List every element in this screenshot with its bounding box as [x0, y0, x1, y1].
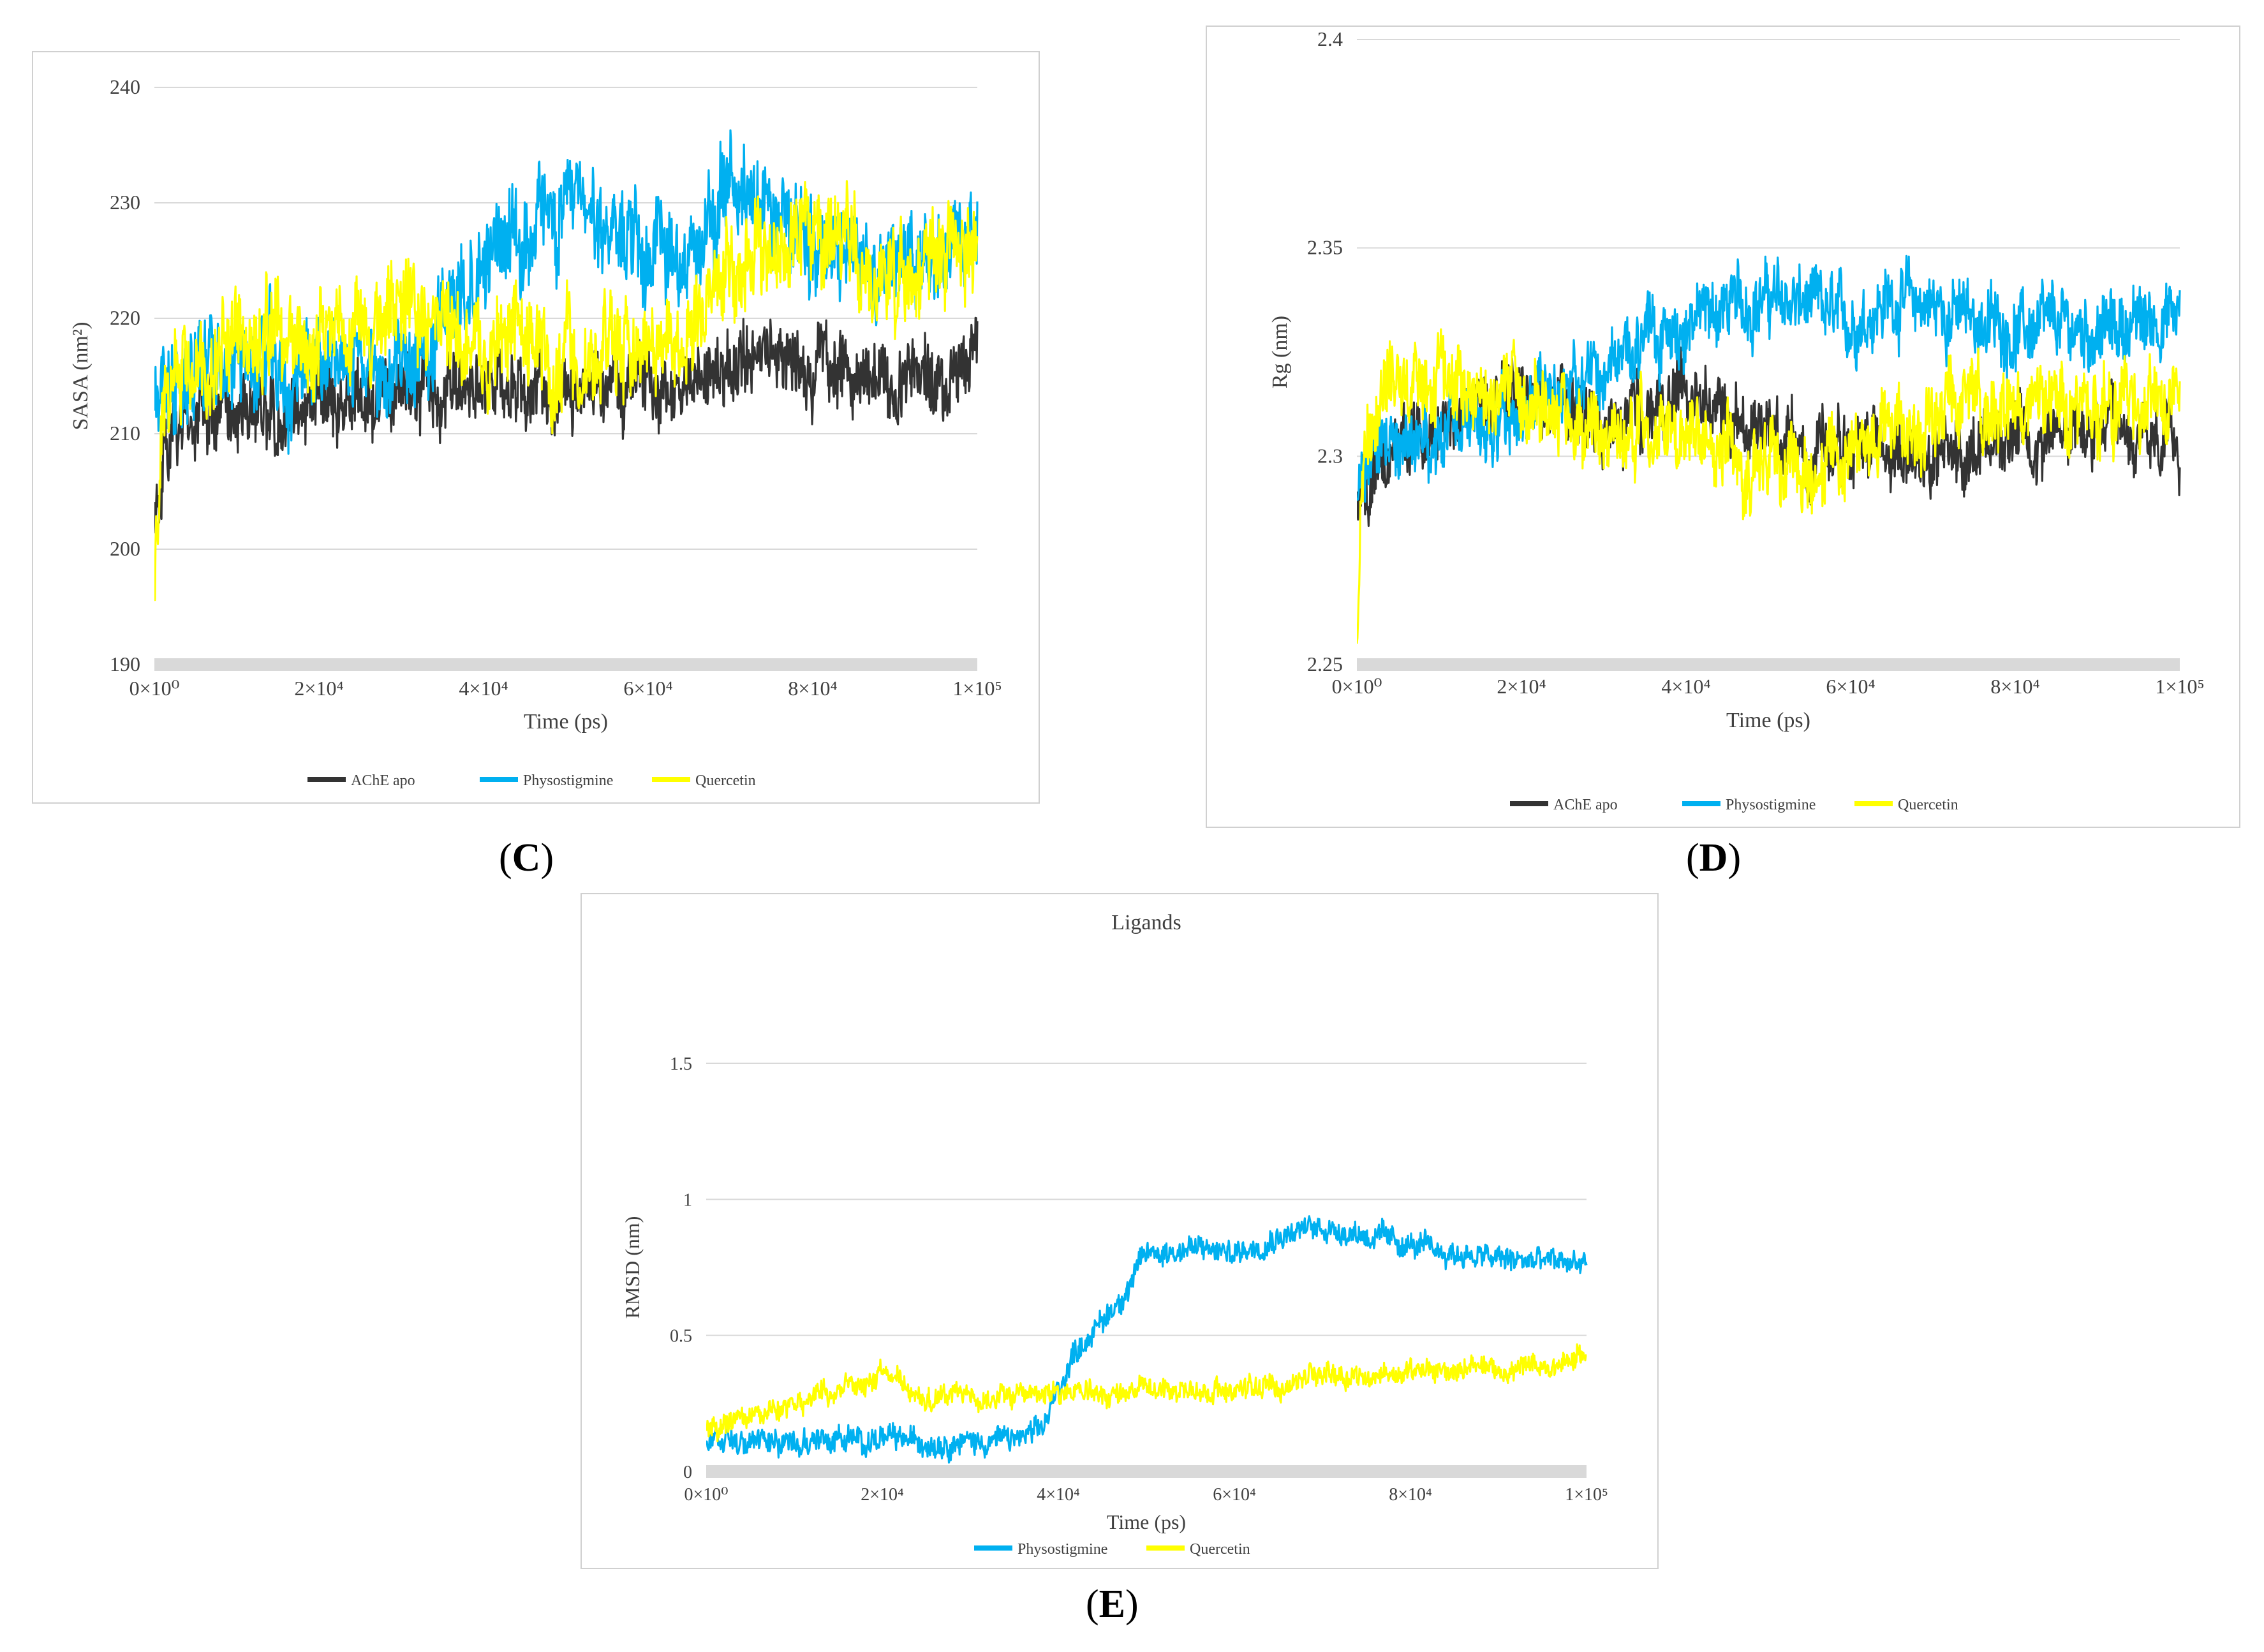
x-tick-label: 4×10⁴: [1037, 1485, 1080, 1505]
chart-panel-c: 190 200 210 220 230 240 0×10⁰ 2×10⁴ 4×10⁴ 6×10⁴ 8×…: [32, 51, 1040, 804]
sasa-chart: 190 200 210 220 230 240 0×10⁰ 2×10⁴ 4×10⁴ 6×10⁴ 8×…: [69, 75, 1002, 789]
y-tick-label: 220: [110, 306, 140, 329]
y-tick-label: 2.3: [1317, 444, 1343, 467]
legend-label: Physostigmine: [1726, 797, 1816, 813]
legend-label: Physostigmine: [523, 772, 613, 789]
chart-panel-e: Ligands 0 0.5 1 1.5 0×10⁰ 2×10⁴ 4×10⁴ 6×10⁴ 8×10⁴…: [581, 893, 1659, 1569]
y-axis-label: SASA (nm²): [69, 322, 92, 431]
x-axis-label: Time (ps): [1726, 709, 1810, 732]
x-axis-label: Time (ps): [1107, 1510, 1186, 1533]
y-tick-label: 1.5: [670, 1054, 692, 1074]
x-tick-label: 8×10⁴: [1389, 1485, 1432, 1505]
legend-label: Quercetin: [695, 772, 756, 789]
y-tick-label: 210: [110, 422, 140, 445]
x-tick-label: 2×10⁴: [294, 677, 343, 700]
y-tick-label: 230: [110, 191, 140, 214]
series-line-physostigmine: [154, 129, 979, 455]
legend-label: AChE apo: [351, 772, 415, 789]
y-tick-label: 1: [683, 1190, 692, 1210]
series-line-physostigmine: [706, 1215, 1588, 1464]
legend-label: Quercetin: [1190, 1541, 1250, 1558]
y-tick-label: 2.4: [1317, 27, 1343, 50]
y-tick-label: 200: [110, 537, 140, 560]
y-tick-label: 0: [683, 1463, 692, 1482]
x-tick-label: 0×10⁰: [1332, 675, 1382, 698]
legend-label: Quercetin: [1898, 797, 1958, 813]
x-tick-label: 6×10⁴: [1213, 1485, 1256, 1505]
panel-label-c: (C): [499, 836, 554, 880]
x-tick-label: 6×10⁴: [1826, 675, 1875, 698]
rg-chart: 2.25 2.3 2.35 2.4 0×10⁰ 2×10⁴ 4×10⁴ 6×10⁴ 8×10⁴ 1…: [1268, 27, 2205, 813]
x-tick-label: 1×10⁵: [1565, 1485, 1608, 1505]
y-tick-label: 2.25: [1307, 653, 1343, 675]
x-tick-label: 2×10⁴: [1497, 675, 1546, 698]
y-axis-label: RMSD (nm): [621, 1216, 644, 1319]
x-tick-label: 0×10⁰: [684, 1485, 728, 1505]
x-tick-label: 8×10⁴: [1990, 675, 2039, 698]
x-axis-label: Time (ps): [524, 710, 608, 734]
panel-label-e: (E): [1086, 1582, 1139, 1626]
x-tick-label: 1×10⁵: [952, 677, 1002, 700]
y-axis-label: Rg (nm): [1268, 316, 1292, 388]
x-tick-label: 0×10⁰: [129, 677, 180, 700]
x-tick-label: 4×10⁴: [1661, 675, 1710, 698]
x-axis-band: [1357, 658, 2180, 671]
x-tick-label: 4×10⁴: [459, 677, 508, 700]
x-tick-label: 2×10⁴: [861, 1485, 904, 1505]
series-line-quercetin: [1357, 328, 2181, 644]
series-line-physostigmine: [1357, 254, 2181, 503]
x-tick-label: 1×10⁵: [2155, 675, 2204, 698]
series-line-ache-apo: [154, 316, 979, 534]
x-tick-label: 8×10⁴: [788, 677, 837, 700]
y-tick-label: 240: [110, 75, 140, 98]
ligand-rmsd-chart: Ligands 0 0.5 1 1.5 0×10⁰ 2×10⁴ 4×10⁴ 6×10⁴ 8×10⁴…: [621, 911, 1608, 1558]
legend-label: AChE apo: [1553, 797, 1618, 813]
y-tick-label: 0.5: [670, 1327, 692, 1346]
panel-label-d: (D): [1686, 836, 1742, 880]
y-tick-label: 2.35: [1307, 236, 1343, 259]
series-line-quercetin: [706, 1343, 1587, 1443]
x-tick-label: 6×10⁴: [623, 677, 672, 700]
x-axis-band: [706, 1465, 1587, 1478]
legend-label: Physostigmine: [1017, 1541, 1107, 1558]
y-tick-label: 190: [110, 653, 140, 675]
chart-panel-d: 2.25 2.3 2.35 2.4 0×10⁰ 2×10⁴ 4×10⁴ 6×10⁴ 8×10⁴ 1…: [1206, 26, 2240, 828]
chart-title: Ligands: [1111, 911, 1181, 934]
series-line-quercetin: [154, 180, 979, 601]
x-axis-band: [154, 658, 977, 671]
